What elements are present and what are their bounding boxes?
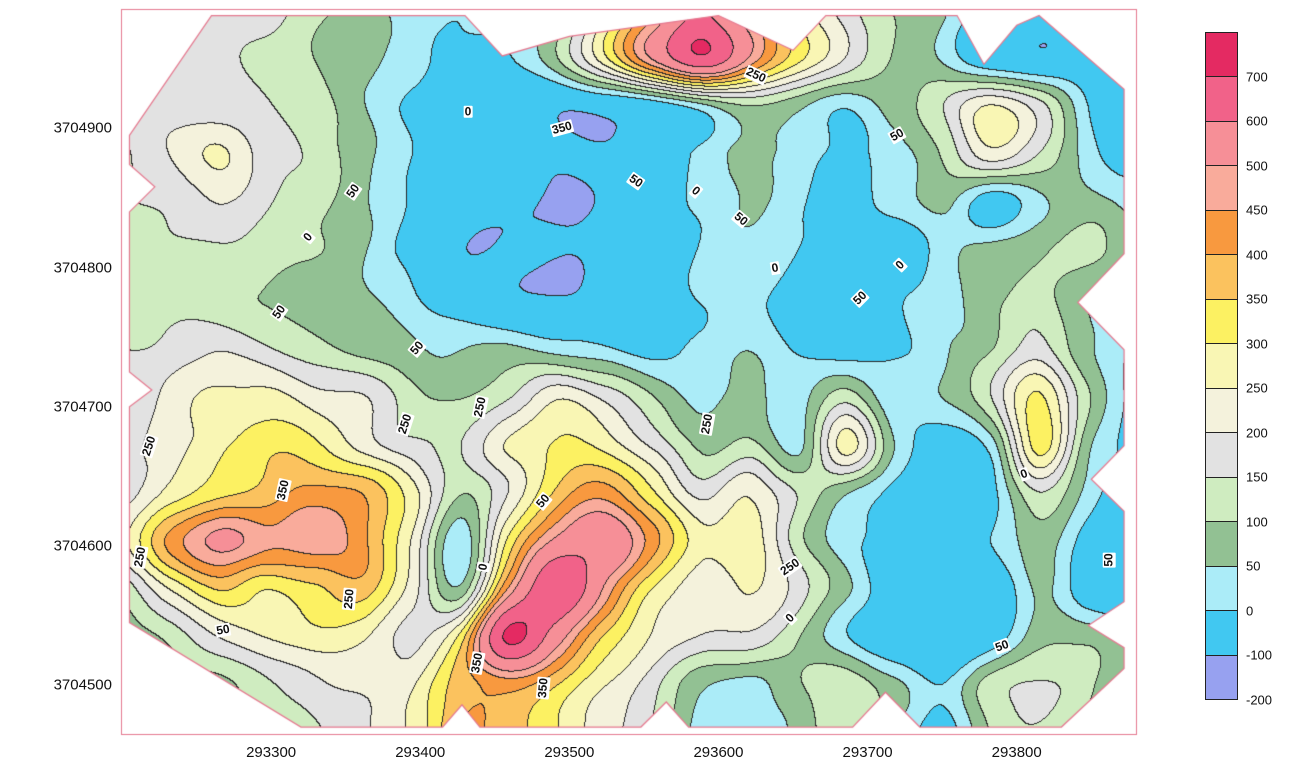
colorbar-tick-label: 500 bbox=[1246, 158, 1268, 174]
x-axis-tick-label: 293300 bbox=[246, 744, 297, 761]
colorbar-band bbox=[1206, 387, 1237, 433]
colorbar-band bbox=[1206, 610, 1237, 655]
y-axis-tick-label: 3704600 bbox=[53, 537, 112, 555]
contour-value-label: 50 bbox=[1101, 552, 1116, 568]
colorbar-tick-label: 250 bbox=[1246, 380, 1268, 396]
colorbar-band bbox=[1206, 476, 1237, 522]
colorbar-tick-label: 150 bbox=[1246, 469, 1268, 485]
x-axis-tick-label: 293400 bbox=[395, 744, 446, 761]
colorbar-tick-label: -200 bbox=[1246, 692, 1273, 708]
colorbar-band bbox=[1206, 432, 1237, 477]
colorbar-tick-label: 450 bbox=[1246, 202, 1268, 218]
colorbar-tick-label: 700 bbox=[1246, 69, 1268, 85]
contour-value-label: 350 bbox=[534, 676, 551, 700]
y-axis-tick-label: 3704900 bbox=[53, 119, 112, 137]
colorbar-tick-label: -100 bbox=[1246, 647, 1273, 663]
x-axis-tick-label: 293600 bbox=[693, 744, 744, 761]
colorbar-band bbox=[1206, 33, 1237, 77]
y-axis-tick-label: 3704700 bbox=[53, 398, 112, 416]
colorbar-band bbox=[1206, 76, 1237, 121]
x-axis-tick-label: 293500 bbox=[544, 744, 595, 761]
colorbar-tick-label: 100 bbox=[1246, 514, 1268, 530]
colorbar-tick-label: 300 bbox=[1246, 336, 1268, 352]
colorbar-tick-label: 200 bbox=[1246, 425, 1268, 441]
colorbar-tick-label: 50 bbox=[1246, 558, 1261, 574]
contour-value-label: 250 bbox=[697, 411, 715, 436]
colorbar-tick-label: 350 bbox=[1246, 291, 1268, 307]
colorbar-tick-label: 400 bbox=[1246, 247, 1268, 263]
x-axis-tick-label: 293700 bbox=[842, 744, 893, 761]
colorbar-tick-label: 600 bbox=[1246, 113, 1268, 129]
y-axis-tick-label: 3704500 bbox=[53, 676, 112, 694]
x-axis-tick-label: 293800 bbox=[991, 744, 1042, 761]
contour-value-label: 50 bbox=[214, 621, 233, 638]
colorbar-band bbox=[1206, 298, 1237, 344]
colorbar-band bbox=[1206, 254, 1237, 299]
colorbar-band bbox=[1206, 521, 1237, 566]
contour-value-label: 0 bbox=[463, 104, 473, 119]
colorbar-band bbox=[1206, 654, 1237, 700]
contour-value-label: 250 bbox=[340, 587, 357, 611]
colorbar-band bbox=[1206, 120, 1237, 166]
colorbar-band bbox=[1206, 565, 1237, 611]
contour-value-label: 0 bbox=[475, 561, 491, 573]
colorbar-band bbox=[1206, 343, 1237, 388]
colorbar bbox=[1205, 32, 1238, 700]
colorbar-band bbox=[1206, 209, 1237, 255]
colorbar-band bbox=[1206, 165, 1237, 210]
y-axis-tick-label: 3704800 bbox=[53, 259, 112, 277]
colorbar-tick-label: 0 bbox=[1246, 603, 1254, 619]
